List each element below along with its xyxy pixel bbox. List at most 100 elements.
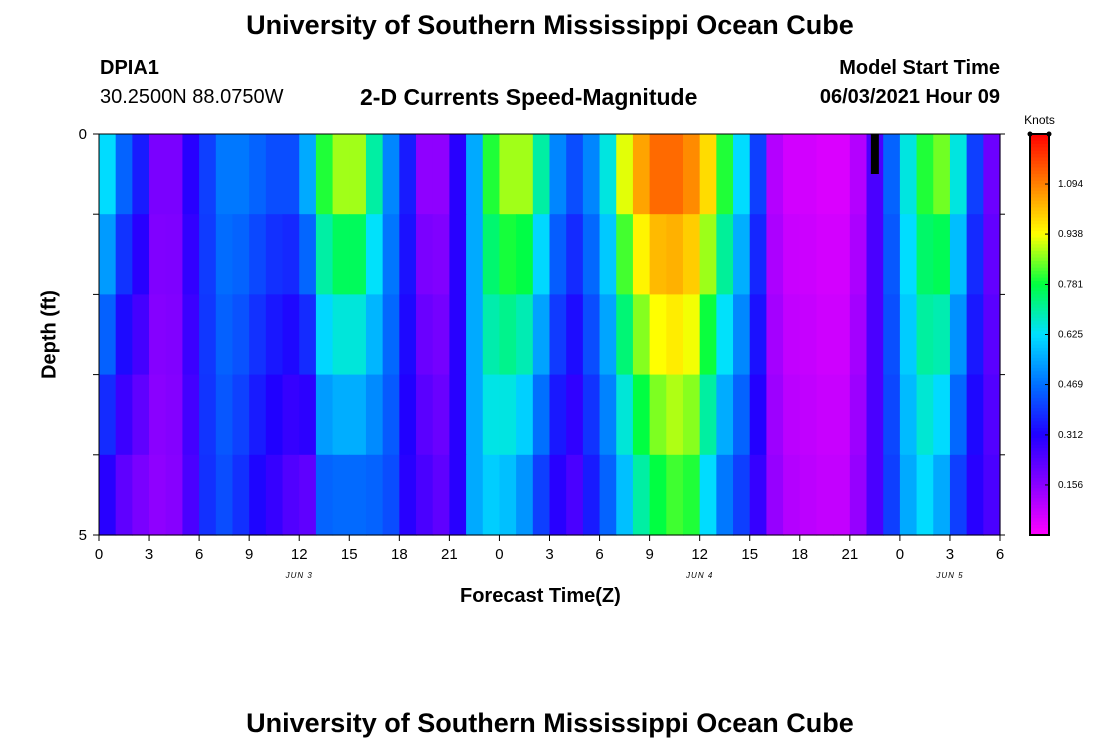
colorbar-segment	[1030, 491, 1049, 496]
heatmap-cell	[432, 374, 450, 456]
colorbar-segment	[1030, 531, 1049, 536]
heatmap-cell	[249, 374, 267, 456]
colorbar-segment	[1030, 408, 1049, 412]
heatmap-cell	[599, 214, 617, 295]
heatmap-cell	[115, 454, 133, 536]
heatmap-cell	[749, 134, 768, 215]
heatmap-cell	[733, 374, 751, 456]
heatmap-cell	[749, 454, 768, 536]
colorbar-tick-label: 0.469	[1058, 380, 1083, 391]
heatmap-cell	[499, 454, 517, 536]
heatmap-cell	[983, 374, 1001, 456]
heatmap-cell	[699, 134, 717, 215]
heatmap-cell	[783, 454, 801, 536]
heatmap-cell	[566, 294, 584, 376]
heatmap-cell	[232, 374, 250, 456]
heatmap-cell	[365, 454, 384, 536]
heatmap-cell	[883, 374, 901, 456]
colorbar-segment	[1030, 277, 1049, 282]
colorbar-segment	[1030, 351, 1049, 356]
colorbar-segment	[1030, 207, 1049, 212]
colorbar-segment	[1030, 411, 1049, 416]
colorbar-segment	[1030, 341, 1049, 346]
date-label: JUN 5	[935, 571, 963, 580]
heatmap-cell	[99, 454, 117, 536]
x-tick-label: 0	[495, 546, 503, 563]
colorbar-tick-label: 0.938	[1058, 229, 1083, 240]
heatmap-cell	[649, 454, 667, 536]
colorbar-segment	[1030, 468, 1049, 473]
colorbar-segment	[1030, 508, 1049, 513]
colorbar-segment	[1030, 224, 1049, 229]
page-title-bottom: University of Southern Mississippi Ocean…	[246, 708, 854, 738]
heatmap-cell	[833, 374, 851, 456]
x-tick-label: 3	[946, 546, 954, 563]
heatmap-cell	[149, 214, 167, 295]
x-tick-label: 18	[391, 546, 408, 563]
heatmap-cell	[549, 134, 567, 215]
heatmap-cell	[482, 294, 501, 376]
colorbar-segment	[1030, 150, 1049, 155]
heatmap-cell	[265, 454, 284, 536]
heatmap-cell	[933, 454, 951, 536]
heatmap-cell	[232, 294, 250, 376]
heatmap-cell	[649, 214, 667, 295]
colorbar-segment	[1030, 301, 1049, 305]
heatmap-cell	[783, 214, 801, 295]
colorbar-segment	[1030, 521, 1049, 526]
heatmap-cell	[699, 454, 717, 536]
heatmap-cell	[582, 134, 601, 215]
heatmap-cell	[132, 374, 150, 456]
heatmap-cell	[332, 214, 350, 295]
heatmap-cell	[215, 134, 234, 215]
heatmap-cell	[616, 374, 634, 456]
heatmap-cell	[549, 454, 567, 536]
page-title-top: University of Southern Mississippi Ocean…	[246, 10, 854, 40]
heatmap-cell	[466, 294, 484, 376]
heatmap-cell	[766, 454, 784, 536]
heatmap-cell	[382, 294, 400, 376]
x-tick-label: 9	[245, 546, 253, 563]
heatmap-cell	[282, 214, 300, 295]
heatmap-cell	[582, 374, 601, 456]
heatmap-cell	[799, 294, 818, 376]
heatmap-cell	[232, 454, 250, 536]
heatmap-cell	[349, 454, 367, 536]
model-start-label: Model Start Time	[839, 57, 1000, 79]
colorbar-segment	[1030, 257, 1049, 262]
heatmap-cell	[966, 134, 984, 215]
date-label: JUN 4	[685, 571, 713, 580]
heatmap-cell	[165, 134, 184, 215]
heatmap-cell	[365, 294, 384, 376]
colorbar-segment	[1030, 144, 1049, 148]
heatmap-cell	[466, 134, 484, 215]
heatmap-cell	[749, 214, 768, 295]
heatmap-cell	[849, 374, 868, 456]
station-coordinates: 30.2500N 88.0750W	[100, 86, 284, 108]
colorbar-segment	[1030, 234, 1049, 239]
heatmap-cell	[249, 294, 267, 376]
heatmap-cell	[983, 134, 1001, 215]
heatmap-cell	[382, 374, 400, 456]
heatmap-cell	[149, 374, 167, 456]
heatmap-cell	[716, 294, 734, 376]
colorbar-segment	[1030, 260, 1049, 265]
heatmap-cell	[382, 134, 400, 215]
heatmap-cell	[382, 454, 400, 536]
colorbar-segment	[1030, 431, 1049, 436]
heatmap-cell	[149, 134, 167, 215]
heatmap-cell	[299, 454, 317, 536]
colorbar-segment	[1030, 448, 1049, 452]
heatmap-cell	[866, 454, 884, 536]
heatmap-cell	[315, 134, 334, 215]
heatmap-cell	[682, 374, 701, 456]
x-tick-label: 21	[441, 546, 458, 563]
heatmap-cell	[699, 294, 717, 376]
heatmap-cell	[949, 134, 968, 215]
heatmap-cell	[482, 374, 501, 456]
colorbar-segment	[1030, 324, 1049, 329]
colorbar-segment	[1030, 204, 1049, 209]
heatmap-cell	[265, 294, 284, 376]
y-axis-label: Depth (ft)	[38, 290, 61, 379]
